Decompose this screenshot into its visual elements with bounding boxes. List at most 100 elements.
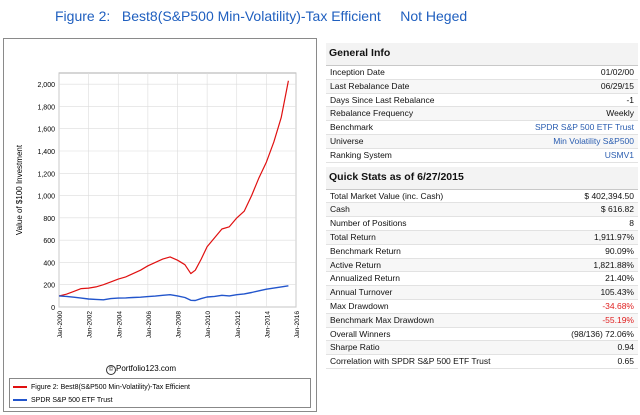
x-tick-label: Jan-2002 bbox=[87, 311, 94, 338]
quick-stats-label: Total Market Value (inc. Cash) bbox=[330, 190, 444, 201]
quick-stats-label: Annualized Return bbox=[330, 273, 400, 284]
general-info-label: Universe bbox=[330, 135, 364, 146]
general-info-label: Benchmark bbox=[330, 122, 373, 133]
quick-stats-value: -55.19% bbox=[602, 314, 634, 325]
y-tick-label: 600 bbox=[43, 238, 55, 245]
x-tick-label: Jan-2004 bbox=[116, 311, 123, 338]
x-tick-label: Jan-2008 bbox=[176, 311, 183, 338]
info-panel: General Info Inception Date 01/02/00 Last … bbox=[326, 43, 638, 369]
quick-stats-table: Total Market Value (inc. Cash) $ 402,394.… bbox=[326, 190, 638, 369]
x-tick-label: Jan-2016 bbox=[294, 311, 301, 338]
series-line-strategy bbox=[58, 80, 289, 297]
general-info-link[interactable]: Min Volatility S&P500 bbox=[553, 135, 634, 146]
general-info-table: Inception Date 01/02/00 Last Rebalance Dat… bbox=[326, 66, 638, 163]
quick-stats-row: Number of Positions 8 bbox=[326, 217, 638, 231]
quick-stats-value: 0.65 bbox=[617, 356, 634, 367]
quick-stats-row: Active Return 1,821.88% bbox=[326, 258, 638, 273]
quick-stats-value: 105.43% bbox=[600, 287, 634, 298]
quick-stats-heading: Quick Stats as of 6/27/2015 bbox=[326, 166, 638, 190]
quick-stats-value: (98/136) 72.06% bbox=[571, 328, 634, 339]
quick-stats-value: 90.09% bbox=[605, 245, 634, 256]
quick-stats-label: Benchmark Max Drawdown bbox=[330, 314, 434, 325]
x-tick-label: Jan-2000 bbox=[57, 311, 64, 338]
general-info-label: Rebalance Frequency bbox=[330, 108, 414, 119]
quick-stats-value: 8 bbox=[629, 218, 634, 229]
general-info-row: Last Rebalance Date 06/29/15 bbox=[326, 79, 638, 94]
quick-stats-label: Overall Winners bbox=[330, 328, 391, 339]
general-info-row: Inception Date 01/02/00 bbox=[326, 66, 638, 80]
x-tick-label: Jan-2014 bbox=[264, 311, 271, 338]
y-tick-label: 800 bbox=[43, 216, 55, 223]
legend-item-strategy: Figure 2: Best8(S&P500 Min-Volatility)-T… bbox=[13, 381, 190, 393]
watermark: Portfolio123.com bbox=[116, 364, 177, 373]
y-axis-label: Value of $100 Investment bbox=[15, 144, 24, 235]
general-info-label: Ranking System bbox=[330, 149, 392, 160]
quick-stats-label: Max Drawdown bbox=[330, 300, 389, 311]
quick-stats-row: Benchmark Return 90.09% bbox=[326, 245, 638, 259]
quick-stats-row: Overall Winners (98/136) 72.06% bbox=[326, 328, 638, 342]
quick-stats-label: Total Return bbox=[330, 231, 376, 242]
quick-stats-row: Benchmark Max Drawdown -55.19% bbox=[326, 313, 638, 328]
general-info-label: Inception Date bbox=[330, 67, 385, 77]
general-info-row: Universe Min Volatility S&P500 bbox=[326, 134, 638, 149]
legend-swatch-strategy bbox=[13, 386, 27, 388]
quick-stats-label: Active Return bbox=[330, 259, 382, 270]
x-tick-label: Jan-2006 bbox=[146, 311, 153, 338]
general-info-value: 06/29/15 bbox=[600, 80, 634, 91]
y-tick-label: 200 bbox=[43, 283, 55, 290]
quick-stats-value: 1,821.88% bbox=[593, 259, 634, 270]
quick-stats-row: Annualized Return 21.40% bbox=[326, 272, 638, 287]
quick-stats-label: Cash bbox=[330, 204, 350, 215]
y-tick-label: 1,200 bbox=[37, 171, 55, 178]
quick-stats-row: Annual Turnover 105.43% bbox=[326, 286, 638, 300]
quick-stats-row: Total Market Value (inc. Cash) $ 402,394.… bbox=[326, 190, 638, 204]
legend-label-benchmark: SPDR S&P 500 ETF Trust bbox=[31, 396, 113, 404]
quick-stats-row: Sharpe Ratio 0.94 bbox=[326, 341, 638, 356]
legend-item-benchmark: SPDR S&P 500 ETF Trust bbox=[13, 394, 113, 406]
general-info-row: Ranking System USMV1 bbox=[326, 149, 638, 163]
copyright-icon: © bbox=[106, 365, 116, 375]
x-tick-label: Jan-2010 bbox=[205, 311, 212, 338]
quick-stats-value: 0.94 bbox=[617, 342, 634, 353]
quick-stats-row: Max Drawdown -34.68% bbox=[326, 300, 638, 314]
general-info-row: Rebalance Frequency Weekly bbox=[326, 107, 638, 122]
quick-stats-value: 1,911.97% bbox=[593, 231, 634, 242]
chart-panel: 2,000 1,800 1,600 1,400 1,200 1,000 800 600 400 2… bbox=[3, 38, 317, 412]
y-tick-label: 1,000 bbox=[37, 194, 55, 201]
general-info-value: -1 bbox=[626, 94, 634, 105]
quick-stats-label: Sharpe Ratio bbox=[330, 342, 380, 353]
quick-stats-value: -34.68% bbox=[602, 300, 634, 311]
quick-stats-label: Number of Positions bbox=[330, 218, 407, 229]
general-info-link[interactable]: SPDR S&P 500 ETF Trust bbox=[534, 122, 634, 133]
general-info-value: Weekly bbox=[606, 108, 634, 119]
figure-title: Figure 2: Best8(S&P500 Min-Volatility)-T… bbox=[55, 8, 468, 24]
quick-stats-row: Correlation with SPDR S&P 500 ETF Trust 0… bbox=[326, 355, 638, 369]
quick-stats-row: Total Return 1,911.97% bbox=[326, 230, 638, 245]
y-tick-label: 2,000 bbox=[37, 82, 55, 89]
quick-stats-value: 21.40% bbox=[605, 273, 634, 284]
general-info-label: Last Rebalance Date bbox=[330, 80, 410, 91]
general-info-row: Benchmark SPDR S&P 500 ETF Trust bbox=[326, 121, 638, 135]
legend-swatch-benchmark bbox=[13, 399, 27, 401]
y-tick-label: 1,600 bbox=[37, 127, 55, 134]
y-tick-label: 0 bbox=[51, 305, 55, 312]
line-chart: 2,000 1,800 1,600 1,400 1,200 1,000 800 600 400 2… bbox=[15, 72, 301, 338]
y-tick-label: 1,400 bbox=[37, 149, 55, 156]
general-info-value: 01/02/00 bbox=[600, 67, 634, 77]
general-info-link[interactable]: USMV1 bbox=[604, 149, 634, 160]
quick-stats-label: Benchmark Return bbox=[330, 245, 401, 256]
quick-stats-label: Annual Turnover bbox=[330, 287, 393, 298]
quick-stats-value: $ 402,394.50 bbox=[584, 190, 634, 201]
quick-stats-value: $ 616.82 bbox=[600, 204, 634, 215]
y-tick-label: 1,800 bbox=[37, 104, 55, 111]
y-tick-label: 400 bbox=[43, 260, 55, 267]
general-info-label: Days Since Last Rebalance bbox=[330, 94, 435, 105]
quick-stats-row: Cash $ 616.82 bbox=[326, 203, 638, 218]
x-tick-label: Jan-2012 bbox=[235, 311, 242, 338]
quick-stats-label: Correlation with SPDR S&P 500 ETF Trust bbox=[330, 356, 491, 367]
chart-legend: Figure 2: Best8(S&P500 Min-Volatility)-T… bbox=[9, 378, 311, 408]
general-info-heading: General Info bbox=[326, 43, 638, 66]
general-info-row: Days Since Last Rebalance -1 bbox=[326, 94, 638, 108]
series-line-benchmark bbox=[58, 285, 289, 302]
legend-label-strategy: Figure 2: Best8(S&P500 Min-Volatility)-T… bbox=[31, 383, 190, 391]
